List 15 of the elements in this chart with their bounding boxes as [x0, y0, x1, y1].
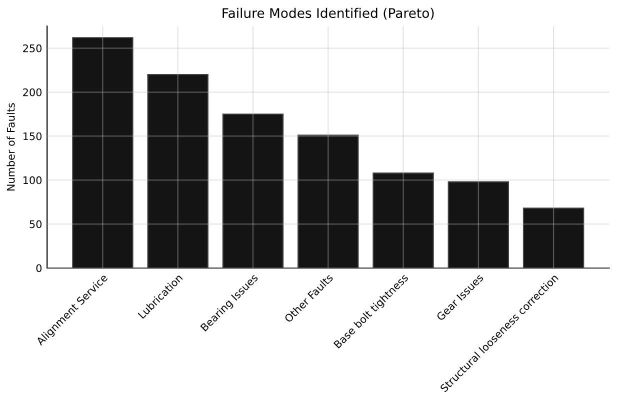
bar — [448, 181, 510, 268]
bar — [298, 134, 359, 268]
chart-title: Failure Modes Identified (Pareto) — [222, 8, 434, 20]
bar — [147, 74, 208, 268]
bar — [222, 114, 284, 268]
y-tick-label: 0 — [36, 264, 42, 272]
y-tick-label: 250 — [23, 44, 42, 52]
y-tick-label: 50 — [30, 220, 42, 228]
y-tick-label: 200 — [23, 88, 42, 96]
bar — [72, 37, 134, 268]
bar — [372, 172, 434, 268]
y-axis-title: Number of Faults — [6, 103, 15, 191]
y-tick-label: 100 — [24, 176, 42, 184]
y-tick-label: 150 — [24, 132, 42, 140]
bar — [522, 208, 584, 268]
